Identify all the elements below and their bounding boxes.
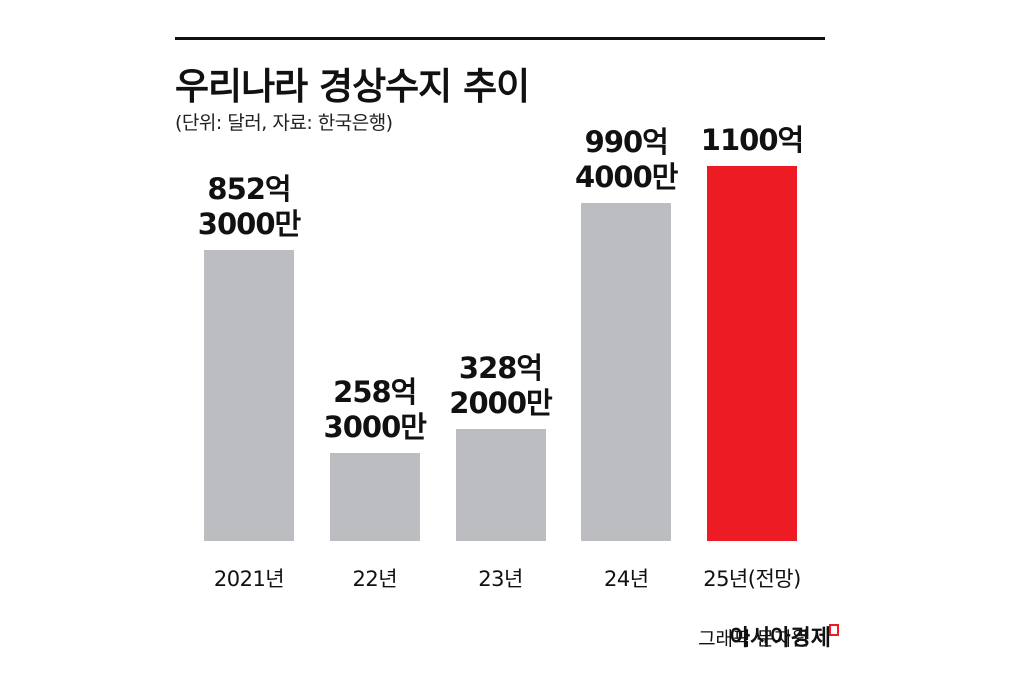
value-label: 1100억: [700, 122, 804, 157]
value-label: 990억 4000만: [575, 125, 678, 195]
x-tick-label: 22년: [352, 567, 398, 591]
brand-mark: [829, 624, 839, 636]
credit: 그래픽 문지원: [698, 628, 809, 650]
bar: [204, 250, 294, 541]
bar: [329, 452, 420, 541]
value-label: 852억 3000만: [197, 172, 301, 242]
bar: [455, 429, 546, 541]
chart-subtitle: (단위: 달러, 자료: 한국은행): [175, 112, 393, 134]
value-label: 328억 2000만: [449, 351, 552, 421]
brand: 아시아경제: [729, 626, 831, 651]
bar: [581, 203, 672, 541]
x-tick-label: 25년(전망): [703, 567, 801, 591]
x-tick-label: 23년: [478, 567, 523, 591]
x-tick-label: 24년: [603, 567, 649, 591]
top-rule: [175, 37, 825, 40]
x-tick-label: 2021년: [213, 567, 285, 591]
value-label: 258억 3000만: [323, 374, 427, 444]
bar: [707, 165, 797, 541]
chart-title: 우리나라 경상수지 추이: [175, 65, 530, 108]
